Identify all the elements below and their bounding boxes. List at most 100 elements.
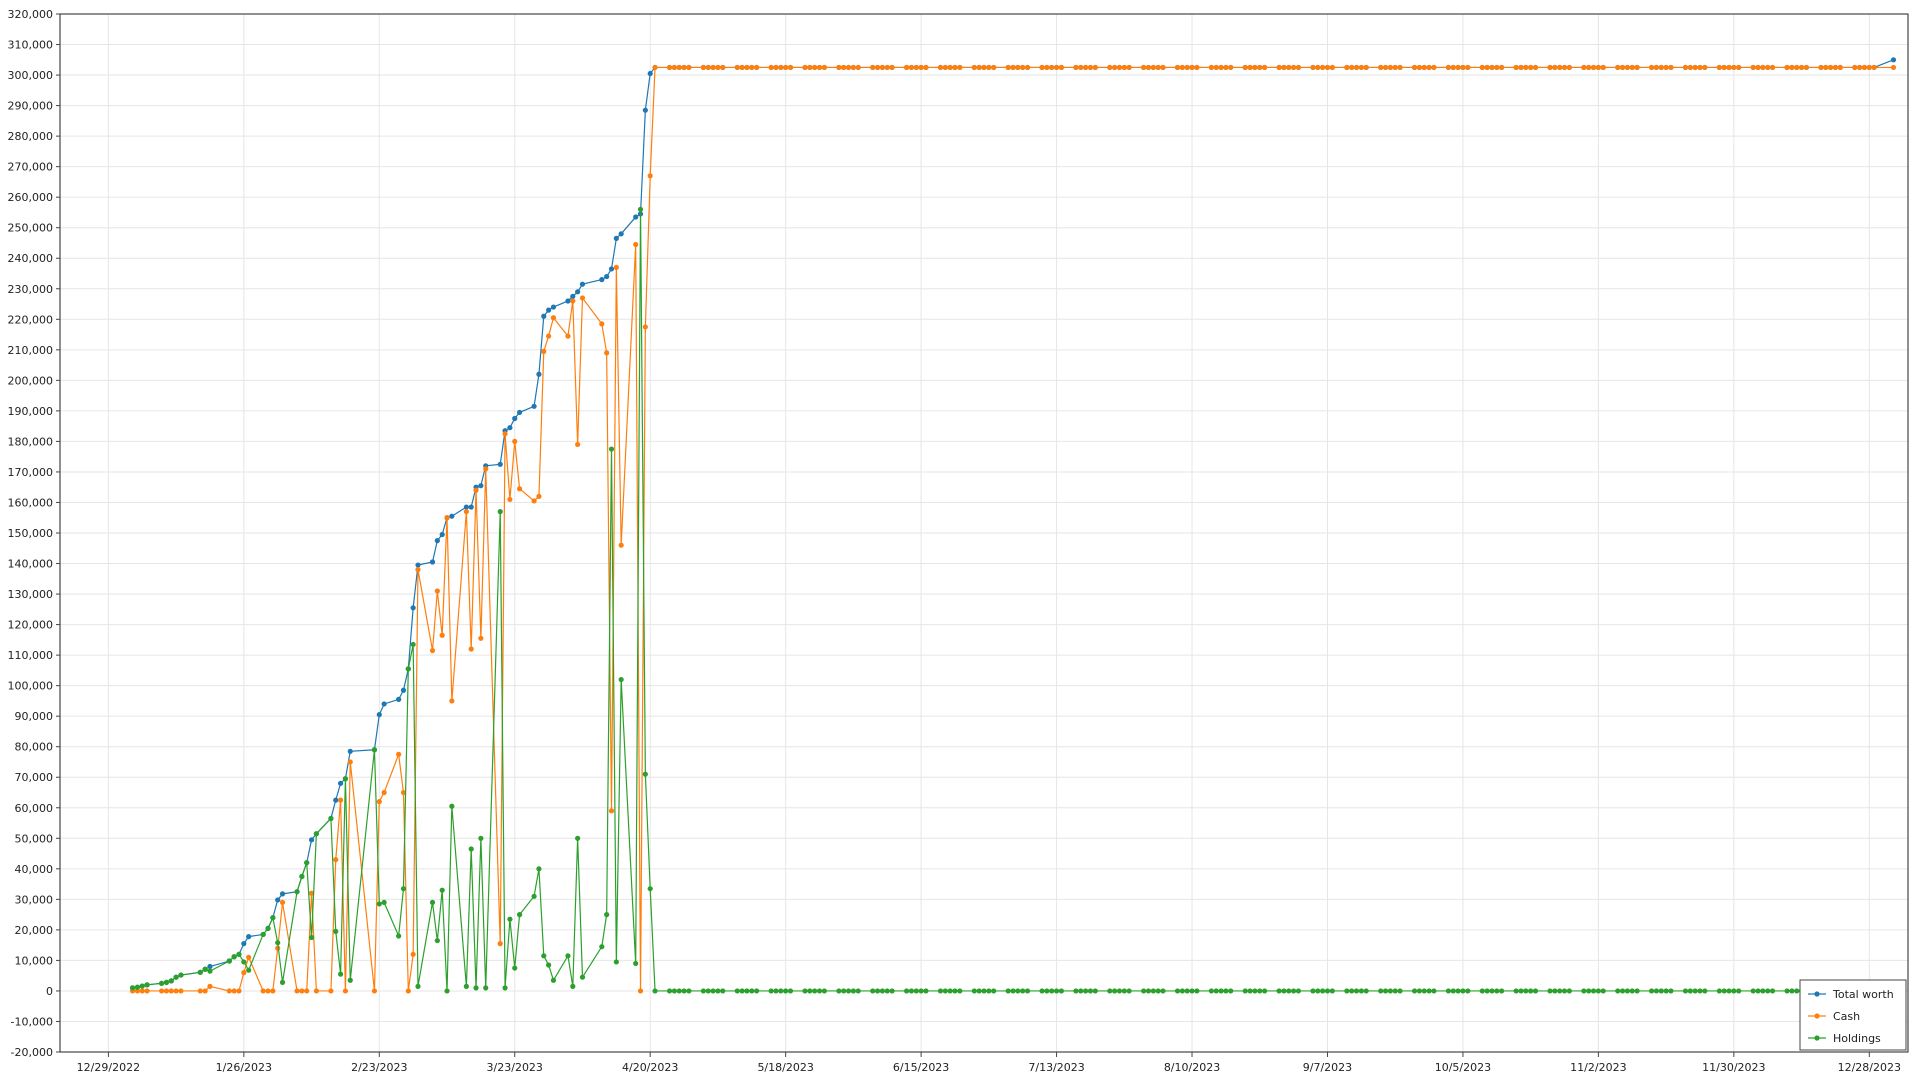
- data-point: [889, 64, 895, 71]
- data-point: [134, 988, 140, 994]
- data-point: [550, 304, 557, 310]
- data-point: [260, 931, 266, 938]
- data-point: [1126, 988, 1132, 994]
- data-point: [565, 333, 571, 339]
- data-point: [1044, 64, 1050, 71]
- y-tick-label: 30,000: [15, 893, 54, 906]
- data-point: [681, 64, 687, 71]
- data-point: [599, 944, 605, 950]
- data-point: [879, 64, 886, 71]
- data-point: [1489, 988, 1495, 994]
- data-point: [1247, 64, 1253, 71]
- data-point: [1523, 988, 1529, 994]
- data-point: [1363, 988, 1369, 994]
- data-point: [1445, 988, 1452, 994]
- data-point: [720, 988, 726, 994]
- data-point: [1411, 988, 1418, 994]
- legend-label: Total worth: [1832, 988, 1894, 1001]
- data-point: [1590, 64, 1597, 71]
- data-point: [942, 64, 948, 71]
- data-point: [173, 988, 179, 994]
- data-point: [1629, 64, 1635, 71]
- data-point: [1150, 988, 1156, 994]
- legend-swatch-marker: [1814, 1035, 1820, 1041]
- data-point: [565, 298, 571, 304]
- data-point: [1116, 64, 1123, 71]
- data-point: [333, 857, 339, 863]
- y-tick-label: 50,000: [15, 832, 54, 845]
- data-point: [236, 988, 242, 994]
- data-point: [1145, 988, 1152, 994]
- data-point: [1382, 64, 1389, 71]
- data-point: [1595, 988, 1601, 994]
- data-point: [1634, 988, 1640, 994]
- data-point: [575, 835, 581, 841]
- data-point: [1823, 64, 1829, 71]
- data-point: [570, 293, 576, 299]
- legend-swatch-marker: [1814, 1013, 1820, 1019]
- x-axis: 12/29/2022 1/26/2023 2/23/2023 3/23/2023 4/2…: [77, 1052, 1901, 1074]
- data-point: [1726, 64, 1732, 71]
- data-point: [550, 977, 557, 983]
- data-point: [400, 886, 407, 892]
- data-point: [1668, 988, 1674, 994]
- data-point: [381, 701, 387, 707]
- legend-item: Total worth: [1808, 988, 1894, 1001]
- data-point: [1073, 988, 1079, 994]
- data-point: [1789, 988, 1795, 994]
- data-point: [1552, 988, 1558, 994]
- data-point: [1600, 988, 1606, 994]
- data-point: [1615, 64, 1621, 71]
- data-point: [1281, 64, 1287, 71]
- data-point: [1595, 64, 1601, 71]
- data-point: [429, 559, 436, 565]
- data-point: [241, 941, 247, 947]
- data-point: [705, 64, 711, 71]
- data-point: [1624, 64, 1631, 71]
- data-point: [1121, 64, 1127, 71]
- data-point: [1736, 64, 1742, 71]
- data-point: [1344, 988, 1350, 994]
- data-point: [1315, 988, 1321, 994]
- data-point: [241, 970, 247, 976]
- data-point: [1189, 988, 1195, 994]
- data-point: [1010, 64, 1016, 71]
- data-point: [347, 977, 353, 983]
- data-point: [439, 887, 445, 893]
- data-point: [874, 988, 881, 994]
- data-point: [1634, 64, 1640, 71]
- data-point: [1049, 988, 1055, 994]
- data-point: [976, 988, 982, 994]
- data-point: [1078, 988, 1084, 994]
- data-point: [1387, 988, 1393, 994]
- data-point: [1310, 988, 1316, 994]
- data-point: [1058, 988, 1064, 994]
- data-point: [207, 963, 213, 970]
- data-point: [570, 298, 576, 304]
- data-point: [1049, 64, 1055, 71]
- data-point: [1682, 64, 1689, 71]
- data-point: [986, 988, 992, 994]
- data-point: [405, 666, 411, 672]
- data-point: [807, 64, 813, 71]
- data-point: [1465, 64, 1471, 71]
- data-point: [202, 988, 208, 994]
- series-holdings: [129, 206, 1897, 994]
- data-point: [1116, 988, 1123, 994]
- data-point: [1194, 64, 1200, 71]
- data-point: [952, 988, 958, 994]
- y-tick-label: -10,000: [11, 1015, 53, 1028]
- data-point: [1174, 988, 1181, 994]
- data-point: [1784, 64, 1790, 71]
- y-tick-label: 180,000: [8, 435, 54, 448]
- data-point: [889, 988, 895, 994]
- data-point: [836, 988, 842, 994]
- data-point: [1349, 64, 1355, 71]
- data-point: [1218, 64, 1224, 71]
- data-point: [855, 988, 861, 994]
- data-point: [608, 266, 615, 272]
- data-point: [1619, 64, 1626, 71]
- data-point: [1721, 64, 1727, 71]
- data-point: [1513, 988, 1519, 994]
